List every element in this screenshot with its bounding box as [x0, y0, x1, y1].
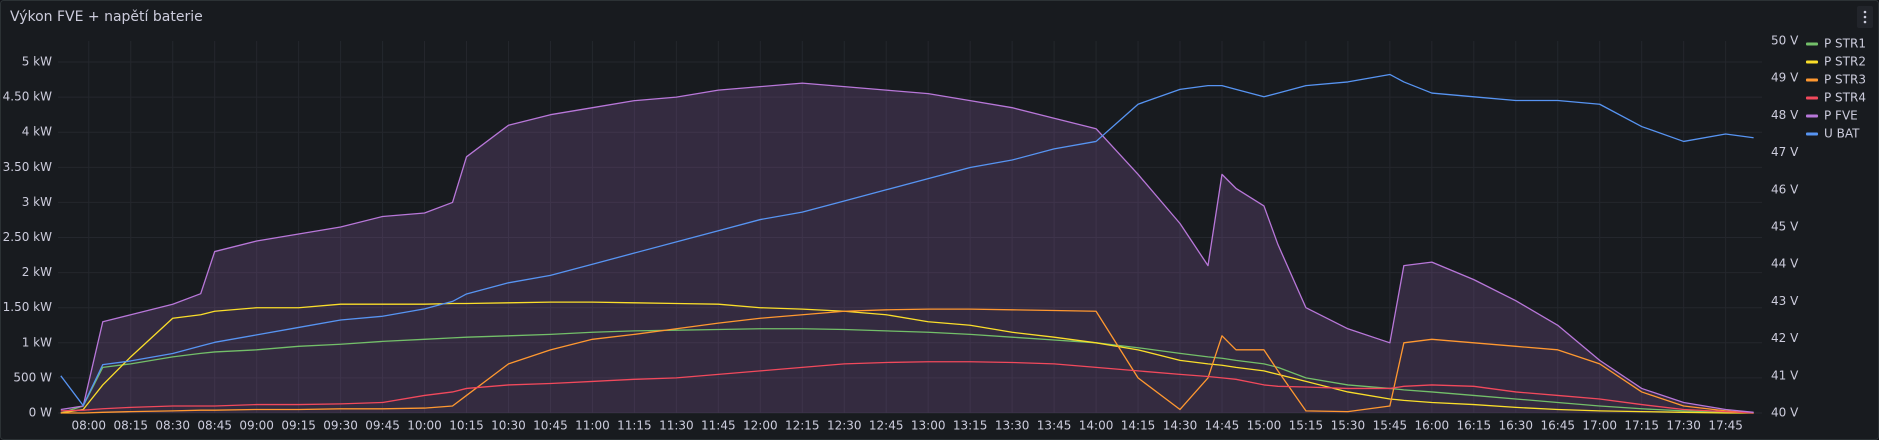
y2-tick-label: 42 V: [1771, 331, 1799, 345]
y-tick-label: 2.50 kW: [3, 230, 52, 244]
y2-tick-label: 49 V: [1771, 71, 1799, 85]
x-tick-label: 15:30: [1331, 419, 1366, 433]
legend-swatch: [1806, 42, 1818, 46]
legend-label: P STR2: [1824, 55, 1866, 69]
x-tick-label: 15:00: [1247, 419, 1282, 433]
x-tick-label: 17:30: [1666, 419, 1701, 433]
y-tick-label: 1 kW: [22, 335, 52, 349]
legend-label: U BAT: [1824, 127, 1860, 141]
legend-label: P STR3: [1824, 73, 1866, 87]
x-tick-label: 15:15: [1289, 419, 1324, 433]
x-tick-label: 14:30: [1163, 419, 1198, 433]
legend-swatch: [1806, 78, 1818, 82]
y2-tick-label: 46 V: [1771, 182, 1799, 196]
series-line: [60, 361, 1754, 414]
x-tick-label: 10:30: [491, 419, 526, 433]
x-tick-label: 09:15: [281, 419, 316, 433]
legend-swatch: [1806, 114, 1818, 118]
y-tick-label: 1.50 kW: [3, 300, 52, 314]
x-tick-label: 16:45: [1540, 419, 1575, 433]
y2-tick-label: 44 V: [1771, 257, 1799, 271]
x-tick-label: 08:15: [113, 419, 148, 433]
x-tick-label: 10:15: [449, 419, 484, 433]
y-tick-label: 3 kW: [22, 195, 52, 209]
x-tick-label: 08:00: [71, 419, 106, 433]
x-tick-label: 12:45: [869, 419, 904, 433]
legend-swatch: [1806, 60, 1818, 64]
x-tick-label: 16:15: [1457, 419, 1492, 433]
panel-menu[interactable]: [1857, 6, 1873, 28]
y2-tick-label: 48 V: [1771, 108, 1799, 122]
legend-label: P FVE: [1824, 109, 1858, 123]
x-tick-label: 12:30: [827, 419, 862, 433]
y-tick-label: 500 W: [13, 370, 52, 384]
panel-title: Výkon FVE + napětí baterie: [10, 9, 203, 25]
x-tick-label: 17:45: [1708, 419, 1743, 433]
x-tick-label: 08:30: [155, 419, 190, 433]
x-tick-label: 11:15: [617, 419, 652, 433]
y-tick-label: 4 kW: [22, 125, 52, 139]
y2-tick-label: 43 V: [1771, 294, 1799, 308]
legend-label: P STR1: [1824, 37, 1866, 51]
x-tick-label: 13:45: [1037, 419, 1072, 433]
series-line: [60, 73, 1754, 407]
y2-tick-label: 47 V: [1771, 145, 1799, 159]
y-tick-label: 4.50 kW: [3, 90, 52, 104]
x-tick-label: 16:30: [1498, 419, 1533, 433]
x-tick-label: 17:15: [1624, 419, 1659, 433]
y-tick-label: 3.50 kW: [3, 160, 52, 174]
legend-label: P STR4: [1824, 91, 1866, 105]
x-tick-label: 12:15: [785, 419, 820, 433]
x-tick-label: 15:45: [1373, 419, 1408, 433]
x-tick-label: 13:30: [995, 419, 1030, 433]
series-line: [60, 308, 1754, 414]
x-tick-label: 12:00: [743, 419, 778, 433]
x-tick-label: 10:00: [407, 419, 442, 433]
y-tick-label: 0 W: [29, 406, 52, 420]
series-line: [60, 82, 1754, 413]
y-tick-label: 5 kW: [22, 55, 52, 69]
x-tick-label: 16:00: [1415, 419, 1450, 433]
y2-tick-label: 50 V: [1771, 34, 1799, 48]
y2-tick-label: 40 V: [1771, 406, 1799, 420]
x-tick-label: 09:45: [365, 419, 400, 433]
series-area: [60, 83, 1754, 413]
x-tick-label: 13:15: [953, 419, 988, 433]
y2-tick-label: 41 V: [1771, 368, 1799, 382]
x-tick-label: 14:45: [1205, 419, 1240, 433]
x-tick-label: 09:00: [239, 419, 274, 433]
series-line: [60, 301, 1754, 414]
x-tick-label: 11:30: [659, 419, 694, 433]
legend-swatch: [1806, 96, 1818, 100]
x-tick-label: 11:00: [575, 419, 610, 433]
x-tick-label: 17:00: [1582, 419, 1617, 433]
x-tick-label: 13:00: [911, 419, 946, 433]
legend-swatch: [1806, 132, 1818, 136]
y-tick-label: 2 kW: [22, 265, 52, 279]
x-tick-label: 09:30: [323, 419, 358, 433]
x-tick-label: 14:00: [1079, 419, 1114, 433]
series-line: [60, 328, 1754, 414]
x-tick-label: 10:45: [533, 419, 568, 433]
y2-tick-label: 45 V: [1771, 220, 1799, 234]
x-tick-label: 11:45: [701, 419, 736, 433]
x-tick-label: 14:15: [1121, 419, 1156, 433]
x-tick-label: 08:45: [197, 419, 232, 433]
